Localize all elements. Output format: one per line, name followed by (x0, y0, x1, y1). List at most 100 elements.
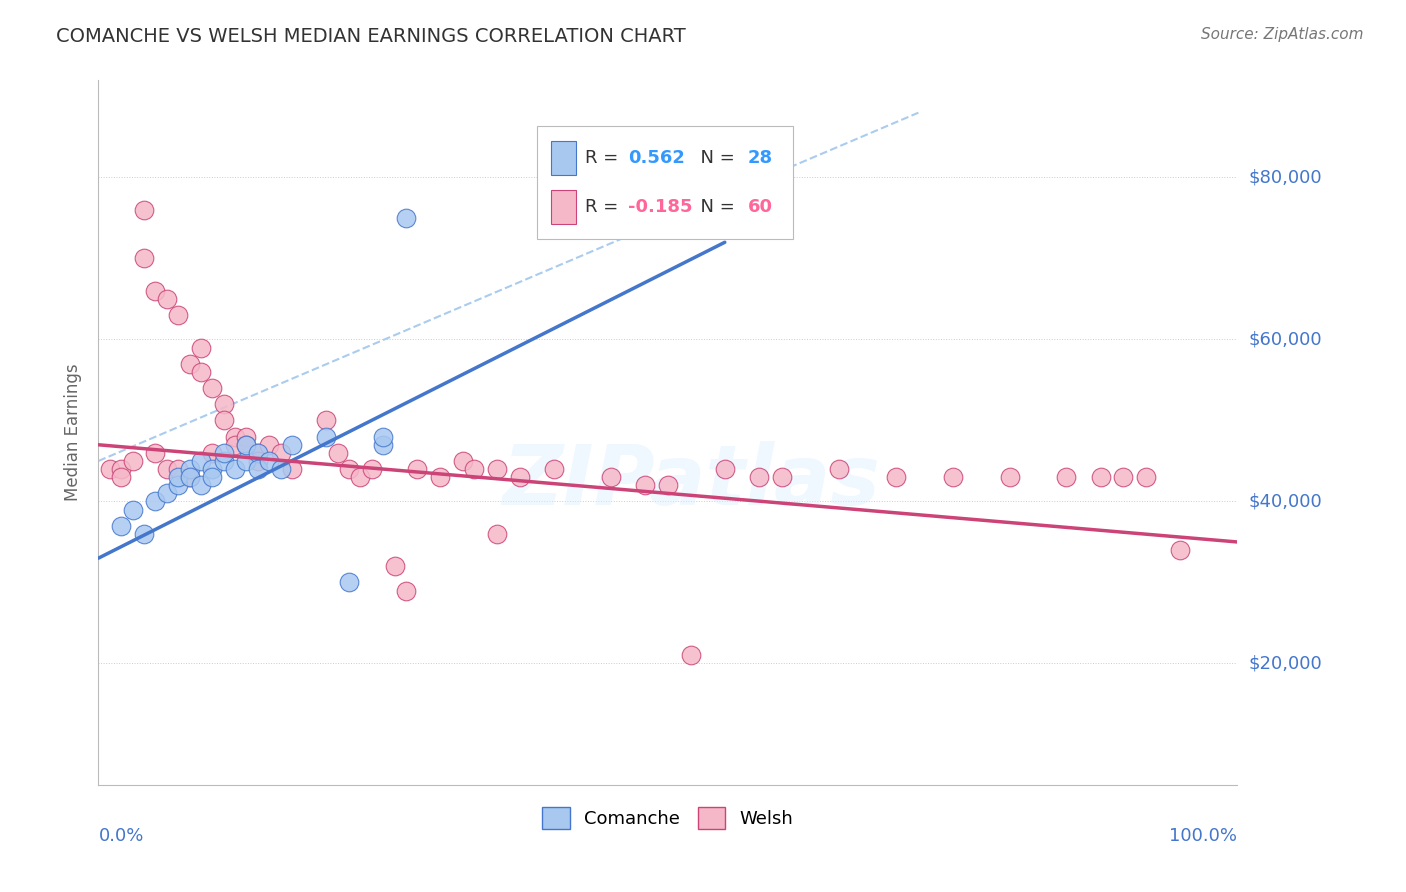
Point (1054, 470, 1078, 484)
Point (201, 381, 224, 395)
Text: 0.0%: 0.0% (98, 827, 143, 846)
Point (167, 308, 190, 322)
Point (190, 365, 212, 379)
Point (201, 446, 224, 460)
Point (384, 559, 406, 574)
Point (828, 462, 851, 476)
Point (179, 357, 201, 371)
Point (190, 478, 212, 492)
Point (360, 462, 382, 476)
Point (463, 462, 485, 476)
Point (156, 462, 179, 476)
Point (235, 438, 257, 452)
Point (884, 470, 907, 484)
Point (190, 454, 212, 468)
Point (1135, 470, 1157, 484)
Point (156, 292, 179, 306)
Point (486, 527, 509, 541)
Point (429, 470, 451, 484)
Point (451, 454, 474, 468)
Point (190, 341, 212, 355)
Point (270, 446, 292, 460)
Point (486, 462, 509, 476)
Point (110, 470, 132, 484)
Point (110, 518, 132, 533)
Point (121, 502, 143, 516)
Text: $80,000: $80,000 (1249, 169, 1322, 186)
Point (281, 438, 304, 452)
Text: N =: N = (689, 198, 741, 216)
Text: $40,000: $40,000 (1249, 492, 1322, 510)
Point (212, 397, 235, 411)
Point (748, 470, 770, 484)
Point (156, 486, 179, 500)
FancyBboxPatch shape (551, 141, 575, 175)
Text: N =: N = (689, 149, 741, 167)
Legend: Comanche, Welsh: Comanche, Welsh (536, 799, 800, 836)
Point (714, 462, 737, 476)
Point (167, 462, 190, 476)
Point (98, 462, 121, 476)
Point (259, 454, 281, 468)
Text: -0.185: -0.185 (628, 198, 693, 216)
Point (406, 462, 429, 476)
Point (246, 462, 269, 476)
Text: $60,000: $60,000 (1249, 330, 1322, 349)
Point (315, 430, 337, 444)
Point (1090, 470, 1112, 484)
Point (1170, 543, 1192, 558)
Point (201, 470, 224, 484)
Point (235, 454, 257, 468)
Point (337, 575, 360, 590)
Point (315, 413, 337, 427)
Point (543, 462, 565, 476)
Text: 28: 28 (748, 149, 773, 167)
Point (179, 470, 201, 484)
Point (235, 438, 257, 452)
Point (246, 454, 269, 468)
FancyBboxPatch shape (537, 126, 793, 239)
Point (942, 470, 965, 484)
Point (281, 462, 304, 476)
Point (679, 648, 702, 663)
Point (224, 430, 246, 444)
Text: 60: 60 (748, 198, 772, 216)
Text: R =: R = (585, 149, 624, 167)
Point (224, 462, 246, 476)
Text: 0.562: 0.562 (628, 149, 685, 167)
Point (998, 470, 1021, 484)
Point (634, 478, 657, 492)
Point (395, 211, 418, 225)
Point (121, 454, 143, 468)
Point (1112, 470, 1135, 484)
Text: 100.0%: 100.0% (1170, 827, 1237, 846)
Point (145, 494, 167, 508)
Point (259, 438, 281, 452)
Point (235, 430, 257, 444)
FancyBboxPatch shape (551, 190, 575, 224)
Text: ZIPatlas: ZIPatlas (502, 442, 880, 523)
Point (246, 446, 269, 460)
Point (167, 478, 190, 492)
Point (600, 470, 623, 484)
Text: COMANCHE VS WELSH MEDIAN EARNINGS CORRELATION CHART: COMANCHE VS WELSH MEDIAN EARNINGS CORREL… (56, 27, 686, 45)
Point (167, 470, 190, 484)
Point (246, 446, 269, 460)
Point (657, 478, 679, 492)
Point (212, 413, 235, 427)
Point (349, 470, 371, 484)
Point (132, 252, 155, 266)
Text: R =: R = (585, 198, 624, 216)
Point (179, 462, 201, 476)
Text: Source: ZipAtlas.com: Source: ZipAtlas.com (1201, 27, 1364, 42)
Point (371, 438, 394, 452)
Point (509, 470, 531, 484)
Point (132, 202, 155, 217)
Text: $20,000: $20,000 (1249, 655, 1322, 673)
Point (270, 462, 292, 476)
Point (770, 470, 793, 484)
Point (145, 446, 167, 460)
Point (337, 462, 360, 476)
Point (326, 446, 349, 460)
Point (201, 462, 224, 476)
